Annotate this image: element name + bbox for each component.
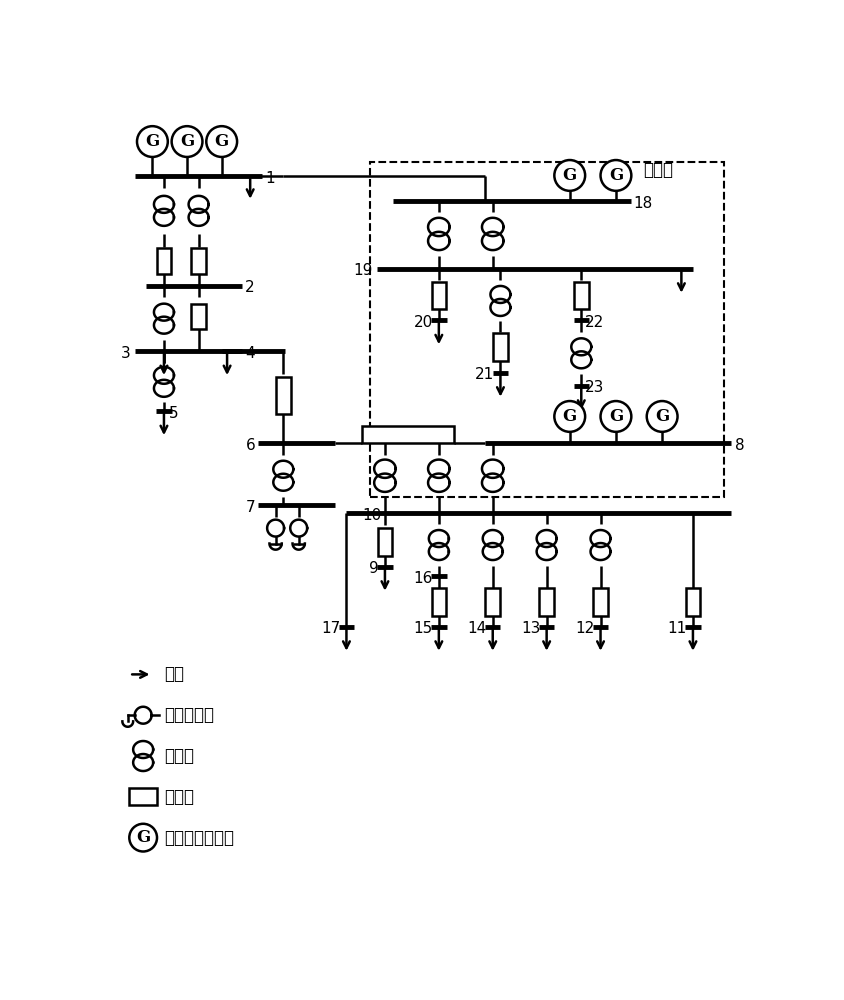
Text: 输电线: 输电线 bbox=[164, 788, 194, 806]
Bar bbox=[276, 377, 290, 414]
Text: 3: 3 bbox=[121, 346, 131, 361]
Bar bbox=[493, 333, 507, 361]
Text: 9: 9 bbox=[369, 561, 378, 576]
Bar bbox=[592, 588, 607, 616]
Text: 15: 15 bbox=[413, 621, 432, 636]
Circle shape bbox=[646, 401, 677, 432]
Bar bbox=[191, 248, 206, 274]
Circle shape bbox=[206, 126, 237, 157]
Bar bbox=[538, 588, 554, 616]
Text: 13: 13 bbox=[521, 621, 540, 636]
Text: G: G bbox=[562, 167, 576, 184]
Bar bbox=[191, 304, 206, 329]
Text: G: G bbox=[654, 408, 668, 425]
Text: 从微网: 从微网 bbox=[642, 161, 672, 179]
Text: 10: 10 bbox=[361, 508, 381, 523]
Text: 6: 6 bbox=[246, 438, 255, 453]
Text: 负荷: 负荷 bbox=[164, 665, 184, 683]
Text: 7: 7 bbox=[246, 500, 255, 515]
Text: 23: 23 bbox=[584, 380, 603, 395]
Circle shape bbox=[129, 824, 157, 852]
Text: G: G bbox=[145, 133, 160, 150]
Bar bbox=[369, 162, 722, 497]
Bar bbox=[377, 528, 392, 556]
Text: 4: 4 bbox=[245, 346, 254, 361]
Bar bbox=[431, 588, 446, 616]
Text: 无功补偿器: 无功补偿器 bbox=[164, 706, 214, 724]
Bar bbox=[129, 788, 157, 805]
Bar bbox=[431, 282, 446, 309]
Text: 11: 11 bbox=[667, 621, 686, 636]
Circle shape bbox=[554, 401, 584, 432]
Bar bbox=[484, 588, 500, 616]
Text: G: G bbox=[608, 408, 622, 425]
Text: 17: 17 bbox=[321, 621, 340, 636]
Text: 14: 14 bbox=[467, 621, 486, 636]
Bar bbox=[156, 248, 171, 274]
Text: 1: 1 bbox=[265, 171, 275, 186]
Text: 16: 16 bbox=[413, 571, 432, 586]
Circle shape bbox=[554, 160, 584, 191]
Circle shape bbox=[600, 160, 630, 191]
Bar bbox=[361, 426, 454, 443]
Text: G: G bbox=[136, 829, 150, 846]
Circle shape bbox=[171, 126, 203, 157]
Text: 变压器: 变压器 bbox=[164, 747, 194, 765]
Text: 燃气轮机发电机: 燃气轮机发电机 bbox=[164, 829, 234, 847]
Text: 21: 21 bbox=[474, 367, 494, 382]
Text: 2: 2 bbox=[245, 280, 254, 295]
Text: G: G bbox=[562, 408, 576, 425]
Text: 12: 12 bbox=[575, 621, 593, 636]
Text: G: G bbox=[608, 167, 622, 184]
Text: 5: 5 bbox=[169, 406, 179, 421]
Text: G: G bbox=[180, 133, 194, 150]
Bar bbox=[684, 588, 700, 616]
Text: 18: 18 bbox=[633, 196, 652, 211]
Text: 19: 19 bbox=[353, 263, 372, 278]
Text: 8: 8 bbox=[733, 438, 744, 453]
Text: G: G bbox=[214, 133, 229, 150]
Circle shape bbox=[137, 126, 168, 157]
Text: 20: 20 bbox=[413, 315, 432, 330]
Bar bbox=[573, 282, 588, 309]
Circle shape bbox=[600, 401, 630, 432]
Text: 22: 22 bbox=[584, 315, 603, 330]
